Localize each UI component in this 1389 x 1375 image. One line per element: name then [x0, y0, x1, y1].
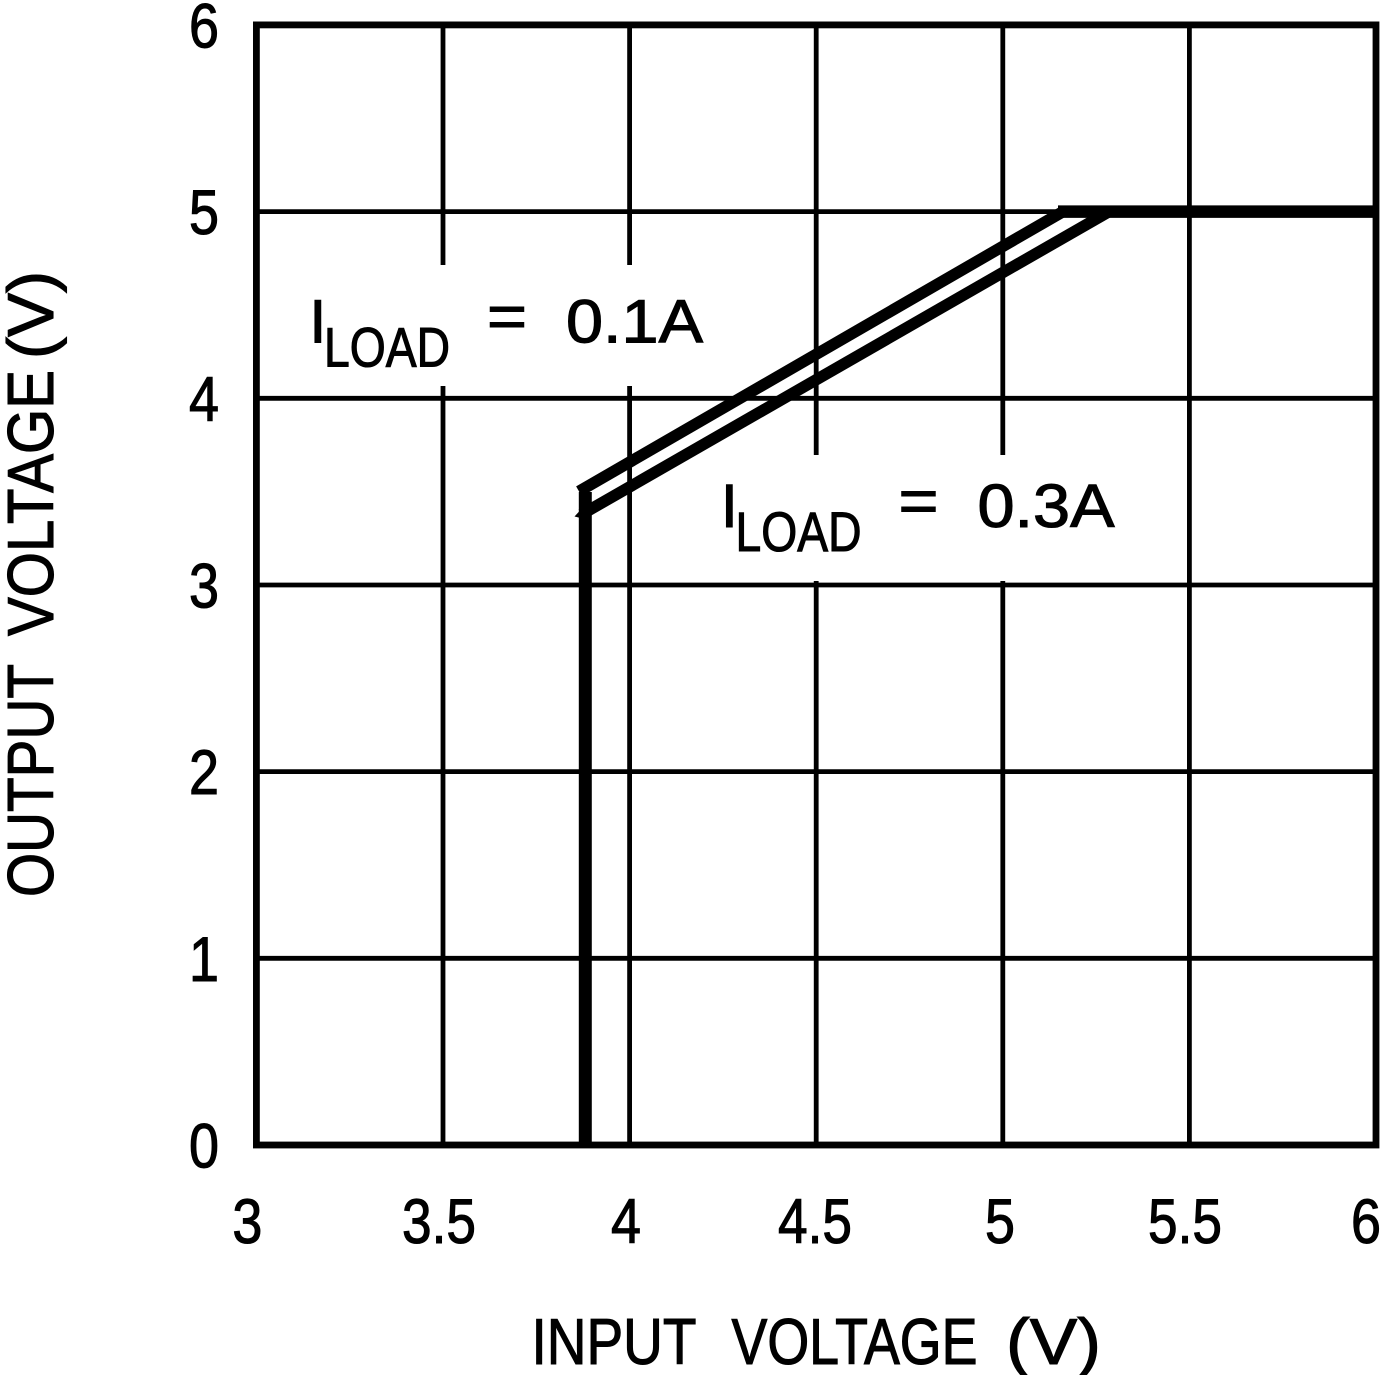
svg-text:3: 3: [232, 1187, 262, 1257]
svg-text:0.1A: 0.1A: [566, 288, 703, 356]
svg-text:4: 4: [189, 365, 219, 435]
svg-text:I: I: [721, 472, 738, 540]
svg-text:3: 3: [189, 552, 219, 622]
svg-text:5: 5: [189, 178, 219, 248]
svg-text:=: =: [487, 283, 527, 351]
svg-text:2: 2: [189, 738, 219, 808]
svg-text:INPUT: INPUT: [532, 1306, 697, 1375]
svg-text:4.5: 4.5: [778, 1187, 852, 1257]
svg-text:(V): (V): [0, 271, 67, 359]
svg-text:VOLTAGE: VOLTAGE: [732, 1306, 978, 1375]
svg-text:LOAD: LOAD: [736, 500, 862, 563]
svg-text:4: 4: [611, 1187, 641, 1257]
svg-text:5: 5: [985, 1187, 1015, 1257]
svg-text:0.3A: 0.3A: [978, 472, 1115, 540]
svg-text:(V): (V): [1006, 1306, 1101, 1375]
svg-text:5.5: 5.5: [1148, 1187, 1222, 1257]
svg-text:6: 6: [189, 0, 219, 61]
svg-text:I: I: [309, 288, 326, 356]
svg-text:OUTPUT: OUTPUT: [0, 664, 67, 897]
svg-text:LOAD: LOAD: [324, 315, 450, 378]
svg-text:6: 6: [1351, 1187, 1381, 1257]
svg-text:3.5: 3.5: [402, 1187, 476, 1257]
svg-text:VOLTAGE: VOLTAGE: [0, 370, 67, 636]
svg-text:0: 0: [189, 1112, 219, 1182]
svg-text:1: 1: [189, 925, 219, 995]
svg-text:=: =: [899, 467, 939, 535]
